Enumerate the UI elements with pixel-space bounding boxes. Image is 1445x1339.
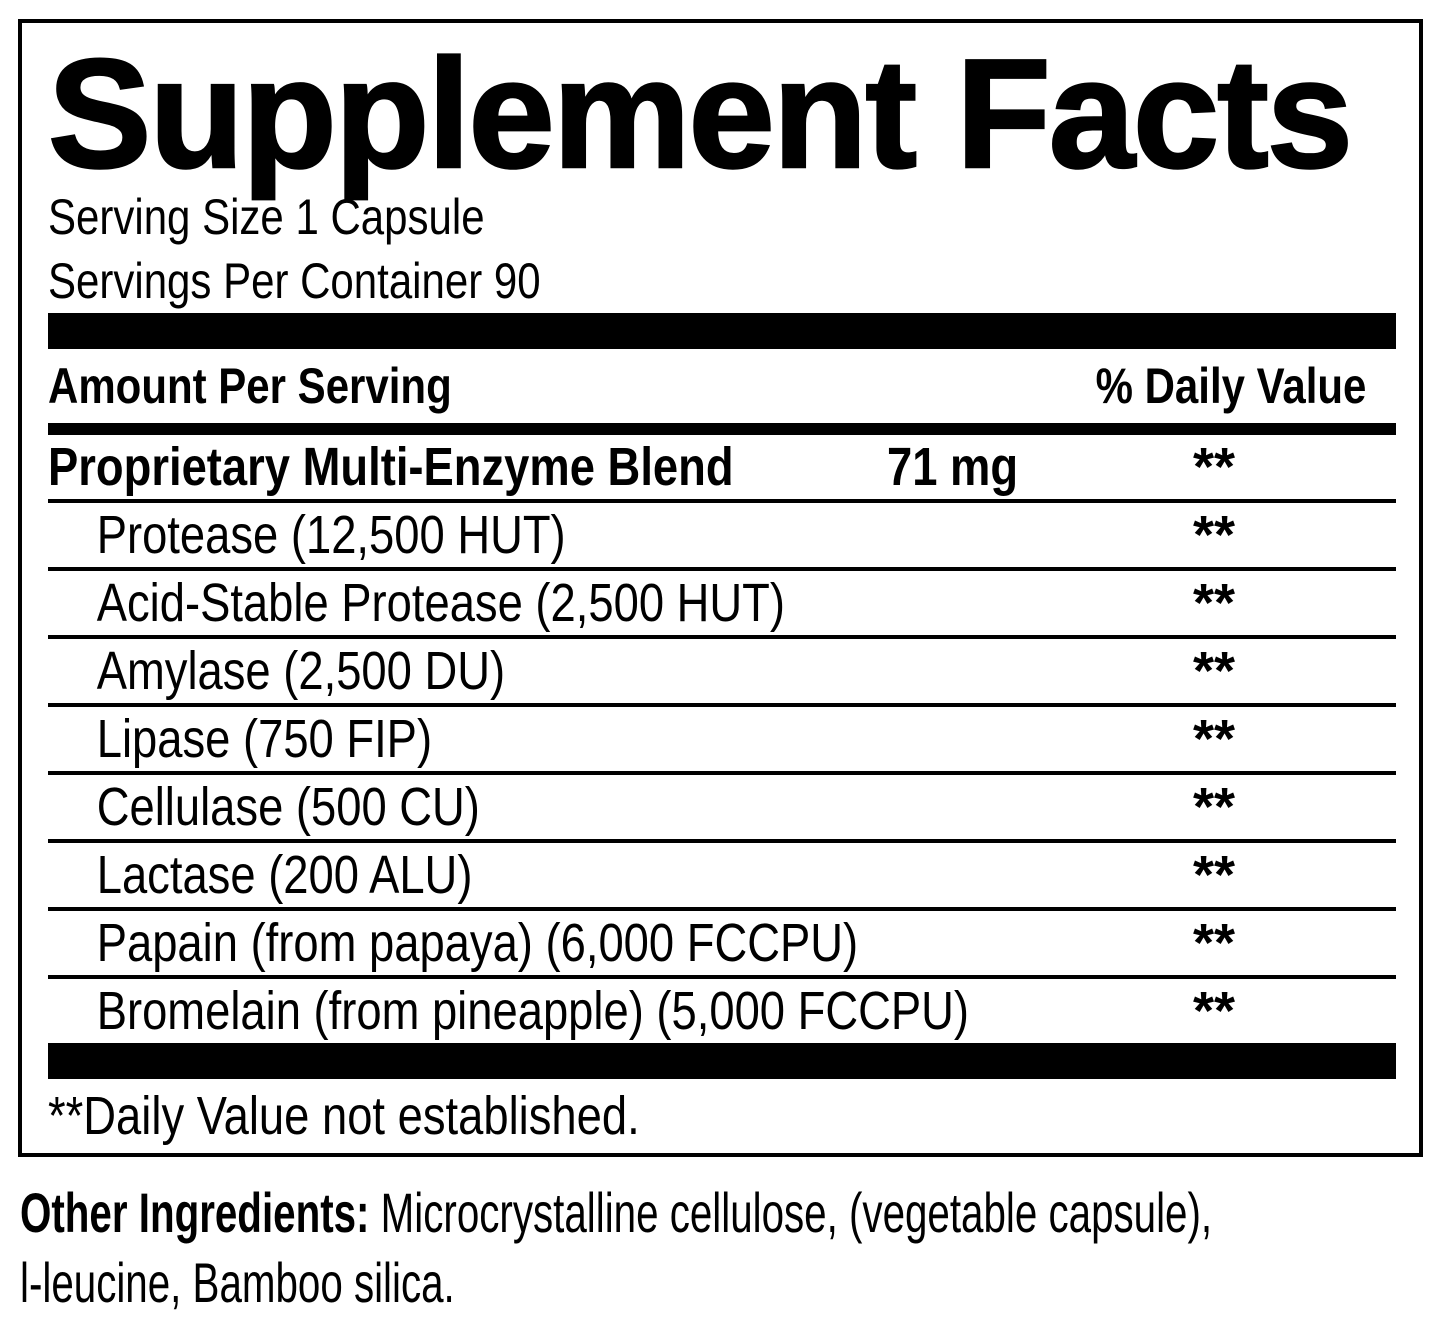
serving-size-text: Serving Size 1 Capsule (48, 189, 485, 245)
ingredient-name: Bromelain (from pineapple) (5,000 FCCPU) (96, 981, 969, 1041)
ingredient-name: Amylase (2,500 DU) (96, 641, 506, 701)
serving-size-line: Serving Size 1 Capsule (48, 185, 1396, 249)
footnote-row: **Daily Value not established. (48, 1079, 1396, 1153)
ingredient-daily-value: ** (1192, 641, 1236, 701)
other-ingredients-label: Other Ingredients: (20, 1181, 370, 1244)
daily-value-header-wrap: % Daily Value (1044, 349, 1366, 423)
ingredient-name: Acid-Stable Protease (2,500 HUT) (96, 573, 785, 633)
ingredient-name: Papain (from papaya) (6,000 FCCPU) (96, 913, 859, 973)
column-header-row: Amount Per Serving % Daily Value (48, 349, 1396, 423)
ingredient-name: Protease (12,500 HUT) (96, 505, 566, 565)
amount-per-serving-header: Amount Per Serving (48, 358, 452, 414)
divider-medium (48, 423, 1396, 435)
ingredient-name: Cellulase (500 CU) (96, 777, 480, 837)
servings-per-container-line: Servings Per Container 90 (48, 249, 1396, 313)
blend-row: Proprietary Multi-Enzyme Blend 71 mg ** (48, 435, 1396, 499)
ingredient-row: Acid-Stable Protease (2,500 HUT) ** (48, 567, 1396, 635)
ingredient-rows: Protease (12,500 HUT) ** Acid-Stable Pro… (48, 499, 1396, 1043)
ingredient-daily-value: ** (1192, 913, 1236, 973)
other-ingredients-line1-text: Microcrystalline cellulose, (vegetable c… (369, 1181, 1213, 1244)
ingredient-daily-value: ** (1192, 777, 1236, 837)
ingredient-row: Bromelain (from pineapple) (5,000 FCCPU)… (48, 975, 1396, 1043)
footnote-text: **Daily Value not established. (48, 1086, 640, 1146)
blend-amount-wrap: 71 mg (887, 435, 1043, 499)
other-ingredients: Other Ingredients: Microcrystalline cell… (20, 1178, 1445, 1318)
blend-name: Proprietary Multi-Enzyme Blend (48, 437, 734, 497)
ingredient-row: Protease (12,500 HUT) ** (48, 499, 1396, 567)
divider-thick-bottom (48, 1043, 1396, 1079)
ingredient-daily-value: ** (1192, 981, 1236, 1041)
other-ingredients-line1: Other Ingredients: Microcrystalline cell… (20, 1178, 1212, 1248)
ingredient-row: Lactase (200 ALU) ** (48, 839, 1396, 907)
ingredient-row: Lipase (750 FIP) ** (48, 703, 1396, 771)
daily-value-header: % Daily Value (1095, 358, 1366, 414)
ingredient-daily-value: ** (1192, 845, 1236, 905)
ingredient-daily-value: ** (1192, 505, 1236, 565)
ingredient-row: Cellulase (500 CU) ** (48, 771, 1396, 839)
blend-amount: 71 mg (887, 437, 1019, 497)
ingredient-row: Amylase (2,500 DU) ** (48, 635, 1396, 703)
servings-per-container-text: Servings Per Container 90 (48, 253, 541, 309)
supplement-facts-panel: Supplement Facts Serving Size 1 Capsule … (18, 19, 1423, 1157)
blend-daily-value: ** (1192, 437, 1236, 497)
ingredient-daily-value: ** (1192, 709, 1236, 769)
other-ingredients-line2: l-leucine, Bamboo silica. (20, 1251, 455, 1314)
panel-title: Supplement Facts (47, 27, 1354, 200)
ingredient-name: Lipase (750 FIP) (96, 709, 433, 769)
ingredient-row: Papain (from papaya) (6,000 FCCPU) ** (48, 907, 1396, 975)
divider-thick-top (48, 313, 1396, 349)
ingredient-daily-value: ** (1192, 573, 1236, 633)
ingredient-name: Lactase (200 ALU) (96, 845, 473, 905)
